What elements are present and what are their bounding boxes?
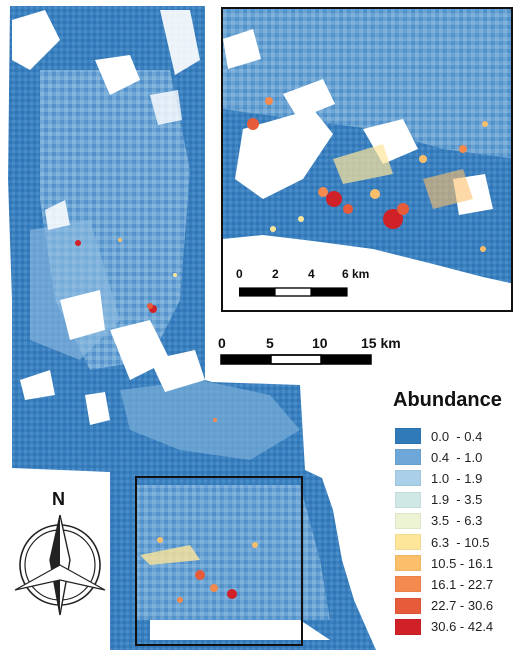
study-region [8,6,376,650]
legend-item: 16.1 - 22.7 [395,575,493,593]
inset-map[interactable]: 0 2 4 6 km [221,7,513,312]
legend-label: 22.7 - 30.6 [431,598,494,614]
legend-swatch [395,576,421,593]
main-scale-label-5: 5 [266,335,274,351]
legend-item: 0.4 - 1.0 [395,448,482,466]
legend-item: 30.6 - 42.4 [395,618,493,636]
inset-scale-label-6km: 6 km [342,267,370,281]
legend-item: 22.7 - 30.6 [395,597,493,615]
inset-scale-label-0: 0 [236,267,243,281]
legend-item: 10.5 - 16.1 [395,554,493,572]
north-label: N [52,489,65,509]
inset-locator-frame [135,476,303,646]
inset-scale-bar [239,287,348,297]
legend-item: 1.9 - 3.5 [395,491,482,509]
legend-item: 0.0 - 0.4 [395,427,482,445]
legend-label: 3.5 - 6.3 [431,513,483,529]
main-scale-label-0: 0 [218,335,226,351]
north-arrow-icon [14,514,106,616]
legend-label: 1.9 - 3.5 [431,492,483,508]
legend-title: Abundance [393,389,502,411]
main-scale-bar [220,354,372,365]
legend-label: 0.4 - 1.0 [431,449,483,465]
legend-label: 16.1 - 22.7 [431,576,494,592]
legend-label: 0.0 - 0.4 [431,428,483,444]
legend-label: 6.3 - 10.5 [431,534,490,550]
legend-label: 10.5 - 16.1 [431,555,494,571]
legend-swatch [395,597,421,614]
inset-scale-label-4: 4 [308,267,315,281]
legend-label: 30.6 - 42.4 [431,619,494,635]
legend-swatch [395,618,421,635]
legend-swatch [395,428,421,444]
legend-swatch [395,449,421,466]
main-scale-label-15km: 15 km [361,335,401,351]
legend-item: 1.0 - 1.9 [395,469,482,487]
legend-item: 6.3 - 10.5 [395,533,490,551]
legend-swatch [395,512,421,529]
legend-swatch [395,470,421,487]
legend-swatch [395,491,421,508]
legend-item: 3.5 - 6.3 [395,512,482,530]
legend-swatch [395,555,421,572]
inset-scale-label-2: 2 [272,267,279,281]
legend-swatch [395,534,421,550]
main-scale-label-10: 10 [312,335,328,351]
inset-map-raster [223,9,511,310]
legend-label: 1.0 - 1.9 [431,470,483,486]
